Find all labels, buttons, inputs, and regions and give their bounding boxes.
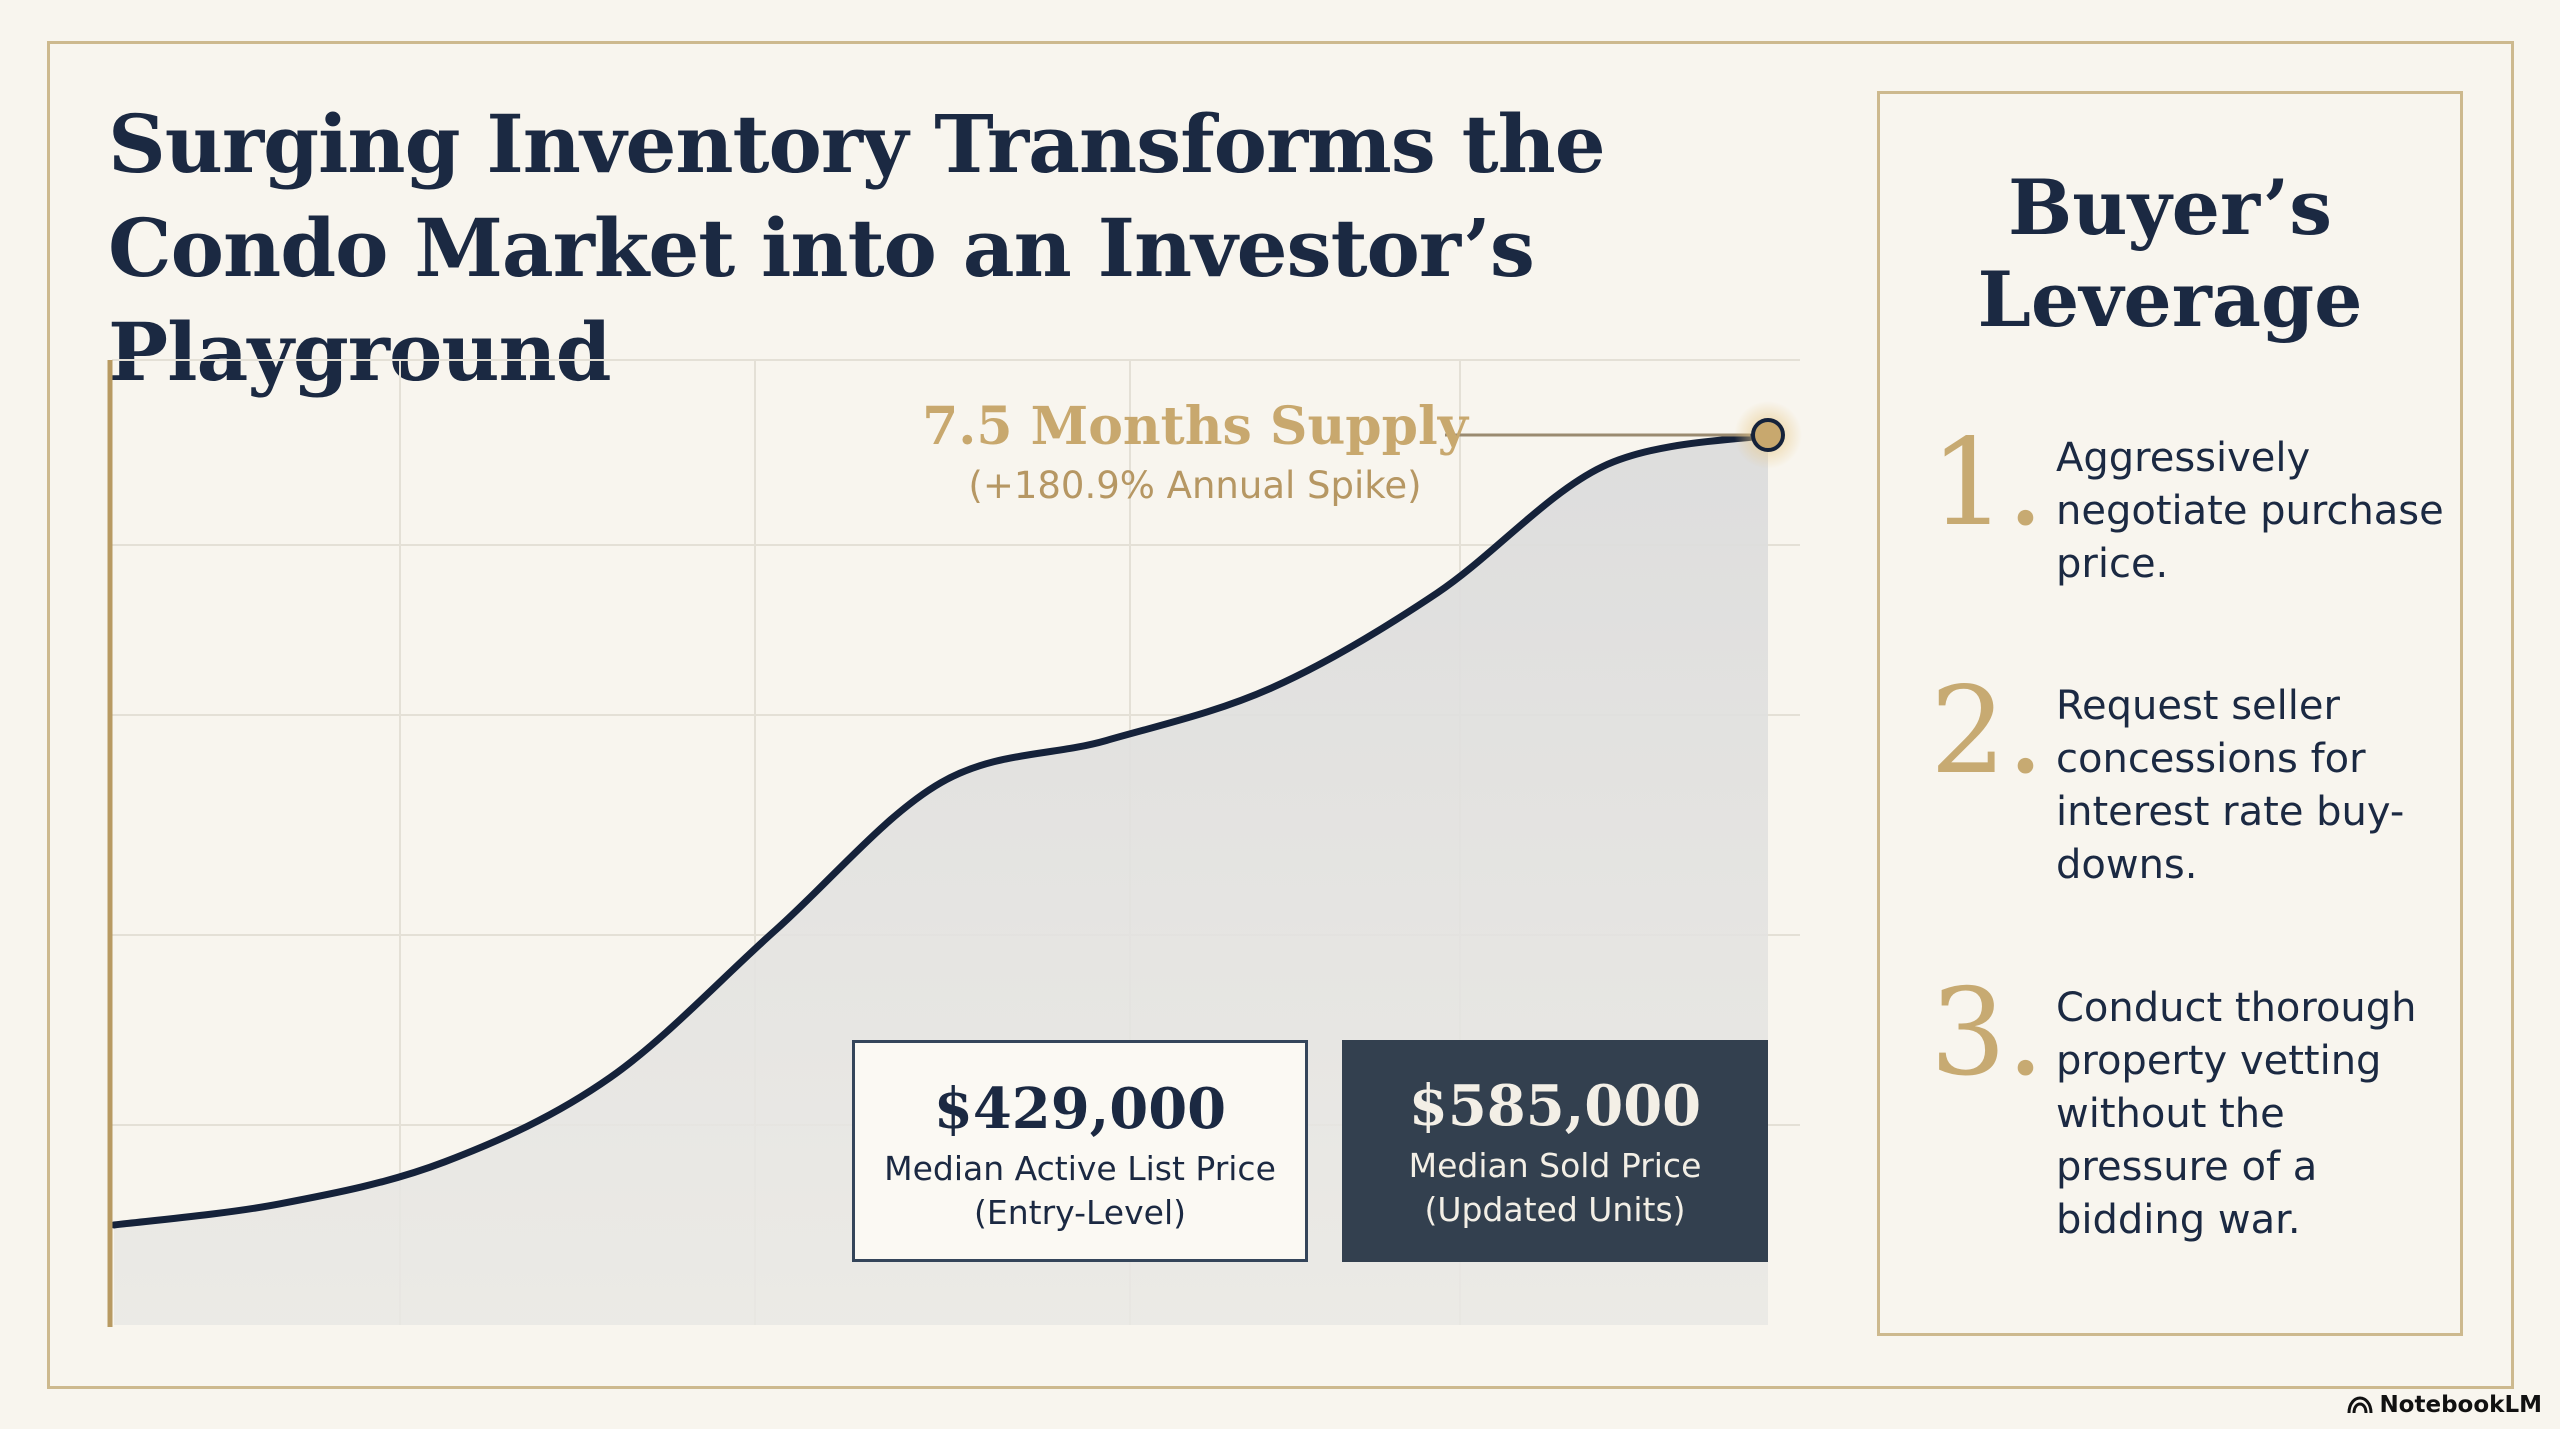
stat-label-line: (Updated Units)	[1424, 1190, 1686, 1229]
panel-title: Buyer’s Leverage	[1880, 162, 2460, 346]
step-number: 2.	[1930, 662, 2045, 801]
brand-watermark: NotebookLM	[2347, 1391, 2542, 1419]
panel-title-line: Buyer’s	[2007, 163, 2333, 252]
slide-title: Surging Inventory Transforms the Condo M…	[108, 97, 1606, 399]
peak-point	[1751, 418, 1785, 452]
slide-frame	[47, 41, 2514, 1389]
step-number: 1.	[1930, 414, 2045, 553]
stat-card-list-price: $429,000 Median Active List Price (Entry…	[852, 1040, 1308, 1262]
stat-label-line: (Entry-Level)	[974, 1193, 1186, 1232]
brand-name: NotebookLM	[2379, 1392, 2542, 1418]
stat-label: Median Sold Price (Updated Units)	[1342, 1144, 1768, 1232]
step-text: Conduct thorough property vetting withou…	[2056, 985, 2417, 1243]
step-text: Aggressively negotiate purchase price.	[2056, 435, 2444, 587]
peak-callout: 7.5 Months Supply (+180.9% Annual Spike)	[880, 392, 1510, 510]
buyers-leverage-panel: Buyer’s Leverage 1. Aggressively negotia…	[1877, 91, 2463, 1336]
peak-label: 7.5 Months Supply	[922, 396, 1468, 457]
stat-value: $429,000	[933, 1076, 1227, 1142]
step-text: Request seller concessions for interest …	[2056, 683, 2405, 888]
stat-label: Median Active List Price (Entry-Level)	[855, 1147, 1305, 1235]
supply-line	[110, 431, 1772, 1229]
peak-sublabel: (+180.9% Annual Spike)	[968, 464, 1422, 507]
notebooklm-logo-icon	[2347, 1396, 2373, 1414]
stat-label-line: Median Sold Price	[1408, 1146, 1702, 1185]
step-number: 3.	[1930, 964, 2045, 1103]
panel-title-line: Leverage	[1977, 255, 2363, 344]
stat-card-sold-price: $585,000 Median Sold Price (Updated Unit…	[1342, 1040, 1768, 1262]
stat-value: $585,000	[1408, 1073, 1702, 1139]
stat-label-line: Median Active List Price	[884, 1149, 1276, 1188]
